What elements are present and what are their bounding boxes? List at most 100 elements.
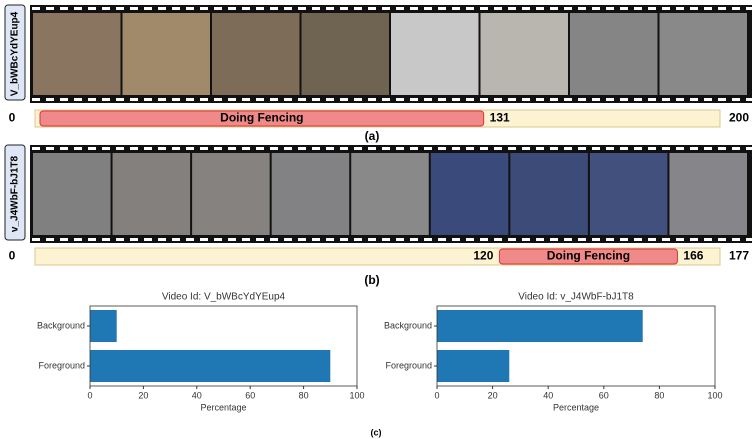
sprocket xyxy=(424,7,432,10)
x-axis-label: Percentage xyxy=(200,402,246,412)
sprocket xyxy=(676,238,684,241)
sprocket xyxy=(256,147,264,150)
sprocket xyxy=(592,7,600,10)
caption: (a) xyxy=(365,129,380,143)
segment-end: 131 xyxy=(490,111,510,125)
video-id-box xyxy=(4,144,26,241)
sprocket xyxy=(732,238,740,241)
sprocket xyxy=(340,147,348,150)
sprocket xyxy=(704,147,712,150)
sprocket xyxy=(522,147,530,150)
sprocket xyxy=(186,7,194,10)
sprocket xyxy=(32,7,40,10)
sprocket xyxy=(312,147,320,150)
sprocket xyxy=(480,147,488,150)
axes-frame xyxy=(89,305,358,387)
sprocket xyxy=(746,7,752,10)
sprocket xyxy=(340,7,348,10)
sprocket xyxy=(690,98,698,101)
sprocket xyxy=(424,98,432,101)
sprocket xyxy=(242,7,250,10)
sprocket xyxy=(466,98,474,101)
sprocket xyxy=(410,98,418,101)
segment-end: 166 xyxy=(683,249,703,263)
sprocket xyxy=(746,238,752,241)
sprocket xyxy=(368,147,376,150)
sprocket xyxy=(508,238,516,241)
sprocket xyxy=(60,98,68,101)
sprocket xyxy=(116,147,124,150)
y-tick-label: Background xyxy=(384,320,432,330)
sprocket xyxy=(718,238,726,241)
video-frame xyxy=(33,153,111,235)
x-tick-label: 20 xyxy=(138,390,148,400)
sprocket xyxy=(46,238,54,241)
sprocket xyxy=(284,147,292,150)
chart-title: Video Id: V_bWBcYdYEup4 xyxy=(162,292,286,303)
sprocket xyxy=(382,98,390,101)
sprocket xyxy=(550,147,558,150)
action-segment xyxy=(39,110,485,127)
sprocket xyxy=(410,7,418,10)
sprocket xyxy=(102,98,110,101)
sprocket xyxy=(634,147,642,150)
sprocket xyxy=(214,7,222,10)
sprocket xyxy=(634,238,642,241)
sprocket xyxy=(256,98,264,101)
sprocket xyxy=(466,238,474,241)
sprocket xyxy=(74,147,82,150)
sprocket xyxy=(130,147,138,150)
sprocket xyxy=(424,147,432,150)
sprocket xyxy=(312,98,320,101)
sprocket xyxy=(200,147,208,150)
sprocket xyxy=(620,98,628,101)
sprocket xyxy=(368,238,376,241)
sprocket xyxy=(704,7,712,10)
sprocket xyxy=(536,98,544,101)
x-tick-label: 20 xyxy=(488,390,498,400)
sprocket xyxy=(214,98,222,101)
video-frame xyxy=(271,153,350,235)
sprocket xyxy=(256,238,264,241)
sprocket xyxy=(620,7,628,10)
sprocket xyxy=(634,7,642,10)
sprocket xyxy=(298,98,306,101)
sprocket xyxy=(606,7,614,10)
sprocket xyxy=(270,147,278,150)
sprocket xyxy=(130,98,138,101)
video-id: v_J4WbF-bJ1T8 xyxy=(10,155,21,232)
sprocket xyxy=(368,98,376,101)
sprocket xyxy=(74,98,82,101)
video-frame xyxy=(192,153,270,235)
sprocket xyxy=(340,98,348,101)
sprocket xyxy=(102,238,110,241)
sprocket xyxy=(200,7,208,10)
x-tick-label: 80 xyxy=(299,390,309,400)
sprocket xyxy=(662,7,670,10)
video-frame xyxy=(430,153,509,235)
sprocket xyxy=(116,98,124,101)
sprocket xyxy=(186,147,194,150)
sprocket xyxy=(648,238,656,241)
sprocket xyxy=(354,238,362,241)
sprocket xyxy=(228,238,236,241)
sprocket xyxy=(676,147,684,150)
timeline-max: 200 xyxy=(729,111,749,125)
sprocket xyxy=(662,147,670,150)
x-tick-label: 0 xyxy=(87,390,92,400)
sprocket xyxy=(634,98,642,101)
sprocket xyxy=(550,98,558,101)
y-tick-label: Foreground xyxy=(385,360,432,370)
sprocket xyxy=(452,7,460,10)
sprocket xyxy=(396,147,404,150)
sprocket xyxy=(60,147,68,150)
sprocket xyxy=(648,147,656,150)
sprocket xyxy=(438,238,446,241)
action-segment xyxy=(498,248,678,265)
sprocket xyxy=(396,238,404,241)
sprocket xyxy=(438,98,446,101)
video-frame xyxy=(659,13,747,95)
sprocket xyxy=(480,238,488,241)
caption: (c) xyxy=(371,427,382,437)
sprocket xyxy=(718,147,726,150)
